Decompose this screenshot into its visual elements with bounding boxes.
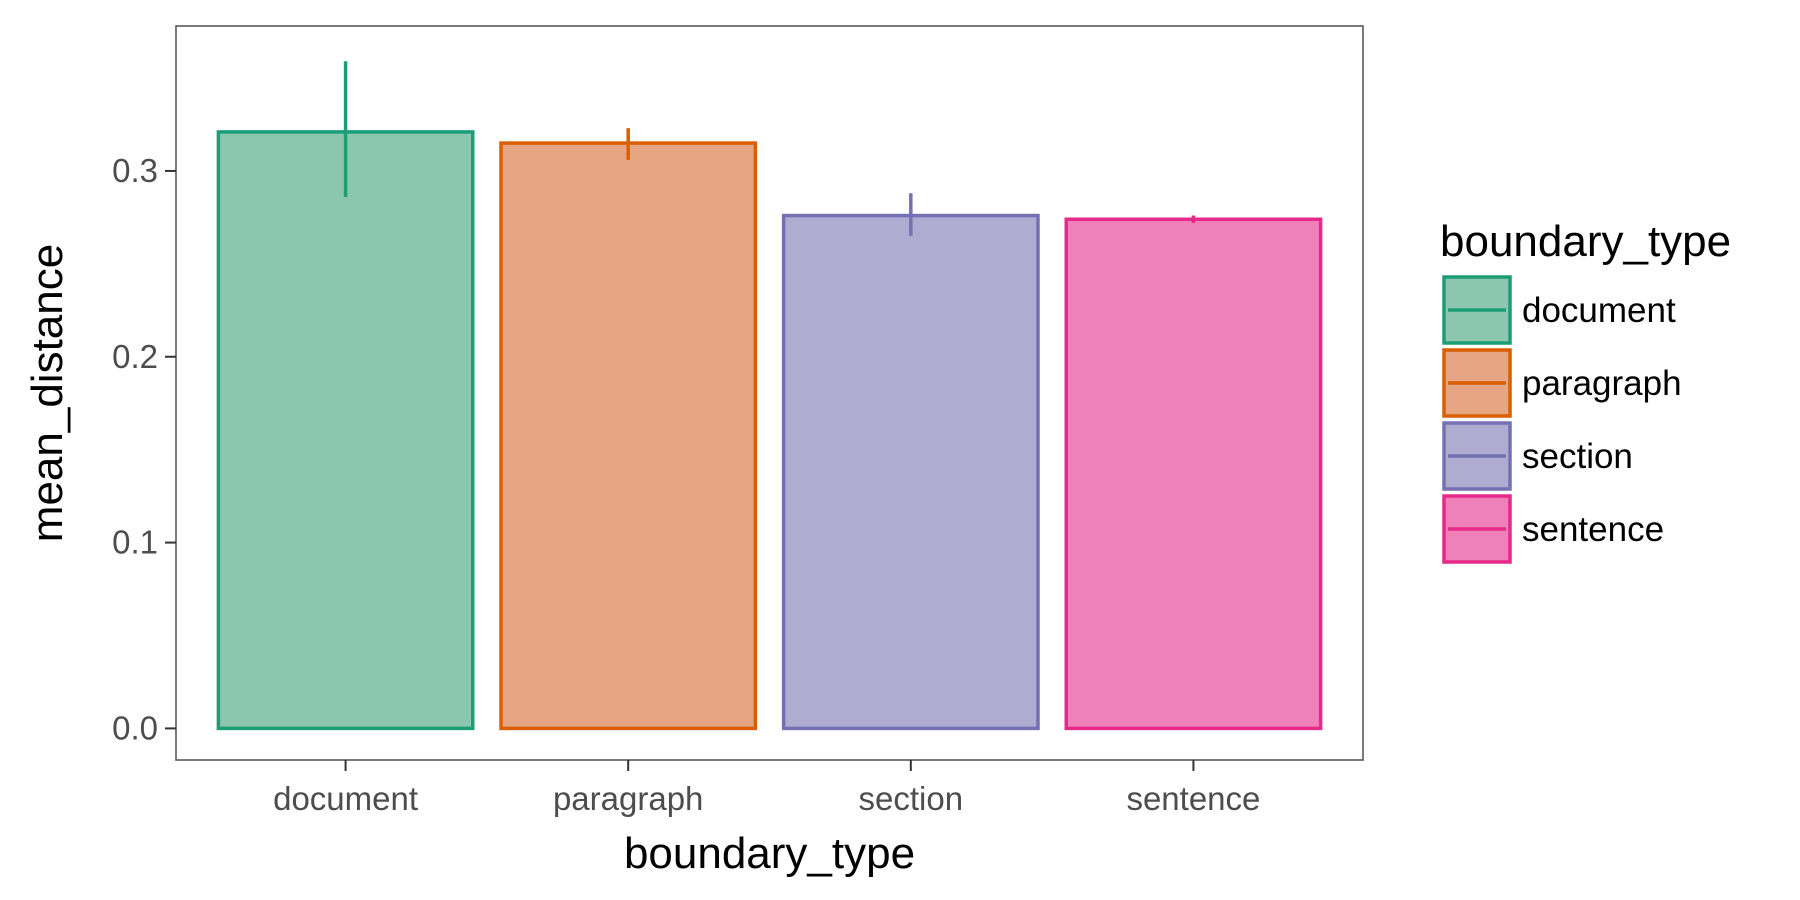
legend-items: document paragraph section sentence bbox=[1442, 275, 1682, 564]
legend-item-paragraph: paragraph bbox=[1442, 348, 1682, 418]
x-tick-label-document: document bbox=[273, 780, 418, 817]
x-tick-label-paragraph: paragraph bbox=[553, 780, 703, 817]
bar-section bbox=[781, 213, 1040, 731]
bar-paragraph bbox=[499, 141, 758, 731]
legend-label-sentence: sentence bbox=[1522, 510, 1664, 549]
bars-group bbox=[216, 130, 1323, 731]
y-tick-label: 0.2 bbox=[112, 338, 158, 375]
y-tick-label: 0.0 bbox=[112, 709, 158, 746]
legend-title: boundary_type bbox=[1440, 217, 1731, 266]
legend: boundary_type document paragraph section se… bbox=[1440, 217, 1731, 564]
y-axis: 0.0 0.1 0.2 0.3 bbox=[112, 152, 176, 746]
plot-panel-border bbox=[175, 25, 1364, 761]
x-axis: document paragraph section sentence bbox=[273, 760, 1260, 817]
bar-sentence bbox=[1064, 217, 1323, 731]
legend-label-document: document bbox=[1522, 291, 1676, 330]
y-axis-title: mean_distance bbox=[23, 244, 72, 542]
x-tick-label-sentence: sentence bbox=[1126, 780, 1260, 817]
error-bars-group bbox=[343, 61, 1196, 236]
legend-label-section: section bbox=[1522, 437, 1633, 476]
y-tick-label: 0.1 bbox=[112, 524, 158, 561]
x-axis-title: boundary_type bbox=[624, 829, 915, 878]
legend-item-sentence: sentence bbox=[1442, 494, 1664, 564]
y-tick-label: 0.3 bbox=[112, 152, 158, 189]
legend-item-document: document bbox=[1442, 275, 1676, 345]
legend-item-section: section bbox=[1442, 421, 1633, 491]
bar-document bbox=[216, 130, 475, 731]
x-tick-label-section: section bbox=[859, 780, 964, 817]
legend-label-paragraph: paragraph bbox=[1522, 364, 1682, 403]
